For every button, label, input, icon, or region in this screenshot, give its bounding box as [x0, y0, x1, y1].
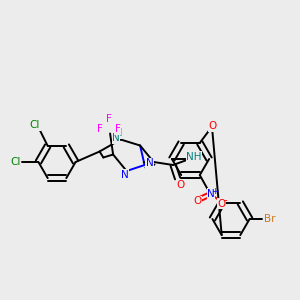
Text: Cl: Cl	[30, 121, 40, 130]
Text: N: N	[121, 169, 129, 180]
Text: O: O	[218, 199, 226, 208]
Text: O: O	[208, 122, 217, 131]
Text: N: N	[112, 133, 120, 143]
Text: N: N	[207, 189, 215, 199]
Text: N: N	[146, 158, 153, 169]
Text: F: F	[115, 124, 121, 134]
Text: H: H	[116, 128, 123, 139]
Text: O: O	[194, 196, 202, 206]
Text: -: -	[224, 195, 227, 205]
Text: F: F	[106, 113, 112, 124]
Text: F: F	[97, 124, 103, 134]
Text: O: O	[176, 179, 185, 190]
Text: Cl: Cl	[10, 157, 20, 167]
Text: NH: NH	[186, 152, 202, 162]
Text: Br: Br	[264, 214, 276, 224]
Text: +: +	[211, 187, 218, 196]
